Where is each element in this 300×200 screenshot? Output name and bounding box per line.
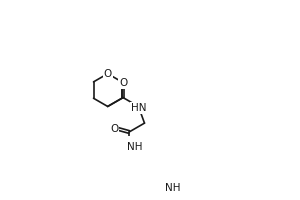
- Text: NH: NH: [127, 142, 142, 152]
- Text: O: O: [119, 78, 127, 88]
- Text: O: O: [103, 69, 112, 79]
- Text: O: O: [110, 124, 118, 134]
- Text: NH: NH: [165, 183, 181, 193]
- Text: HN: HN: [131, 103, 147, 113]
